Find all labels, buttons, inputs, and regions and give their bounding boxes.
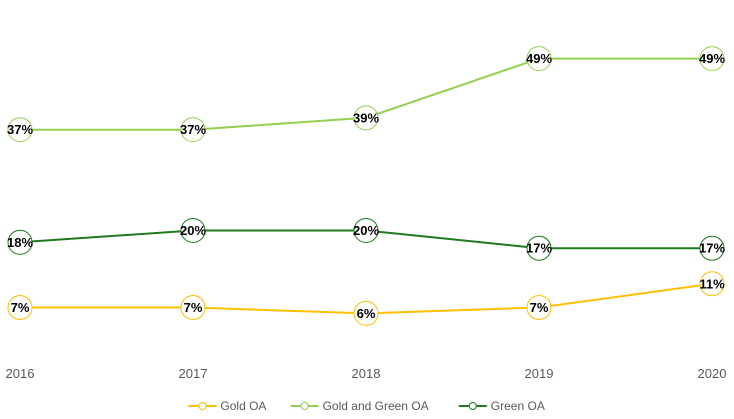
data-point-gold-and-green-oa-2019	[526, 46, 552, 72]
legend-item-gold-and-green-oa: Gold and Green OA	[290, 399, 429, 413]
data-labels-layer: 7% 7% 6% 7% 11% 37% 37% 39% 49% 49% 18% 20% 20% 17% 17…	[7, 46, 725, 326]
data-label-gold-and-green-oa-2018: 39%	[353, 110, 379, 125]
data-point-gold-oa-2016	[7, 295, 33, 321]
legend-label-gold-oa: Gold OA	[220, 399, 266, 413]
data-point-gold-and-green-oa-2016	[7, 117, 33, 143]
legend-swatch-marker-gold-and-green-oa	[300, 402, 309, 410]
data-label-gold-oa-2020: 11%	[699, 276, 725, 291]
data-label-gold-and-green-oa-2020: 49%	[699, 51, 725, 66]
x-tick-label-2020: 2020	[698, 366, 727, 381]
legend-label-gold-and-green-oa: Gold and Green OA	[323, 399, 429, 413]
data-label-gold-oa-2016: 7%	[11, 300, 30, 315]
legend-swatch-marker-gold-oa	[198, 402, 207, 410]
x-tick-label-2017: 2017	[179, 366, 208, 381]
data-point-gold-and-green-oa-2017	[180, 117, 206, 143]
data-point-green-oa-2020	[699, 235, 725, 261]
legend-label-green-oa: Green OA	[491, 399, 545, 413]
data-point-gold-oa-2019	[526, 295, 552, 321]
data-label-green-oa-2016: 18%	[7, 235, 33, 250]
legend: Gold OA Gold and Green OA Green OA	[188, 399, 545, 413]
data-label-green-oa-2017: 20%	[180, 223, 206, 238]
x-axis: 2016 2017 2018 2019 2020	[6, 366, 727, 381]
data-label-gold-oa-2019: 7%	[530, 300, 549, 315]
series-layer	[19, 57, 713, 315]
x-tick-label-2016: 2016	[6, 366, 35, 381]
data-point-green-oa-2019	[526, 235, 552, 261]
data-label-gold-and-green-oa-2016: 37%	[7, 122, 33, 137]
data-point-gold-oa-2020	[699, 271, 725, 297]
data-label-gold-oa-2018: 6%	[357, 306, 376, 321]
data-point-green-oa-2018	[353, 217, 379, 243]
data-label-green-oa-2020: 17%	[699, 241, 725, 256]
data-label-green-oa-2019: 17%	[526, 241, 552, 256]
data-label-gold-oa-2017: 7%	[184, 300, 203, 315]
legend-item-green-oa: Green OA	[458, 399, 545, 413]
legend-swatch-marker-green-oa	[468, 402, 477, 410]
x-tick-label-2018: 2018	[352, 366, 381, 381]
data-point-green-oa-2016	[7, 229, 33, 255]
data-label-gold-and-green-oa-2019: 49%	[526, 51, 552, 66]
data-point-green-oa-2017	[180, 217, 206, 243]
data-point-gold-oa-2017	[180, 295, 206, 321]
data-point-gold-oa-2018	[353, 300, 379, 326]
x-tick-label-2019: 2019	[525, 366, 554, 381]
data-point-gold-and-green-oa-2018	[353, 105, 379, 131]
data-point-gold-and-green-oa-2020	[699, 46, 725, 72]
data-label-green-oa-2018: 20%	[353, 223, 379, 238]
data-label-gold-and-green-oa-2017: 37%	[180, 122, 206, 137]
legend-item-gold-oa: Gold OA	[188, 399, 266, 413]
